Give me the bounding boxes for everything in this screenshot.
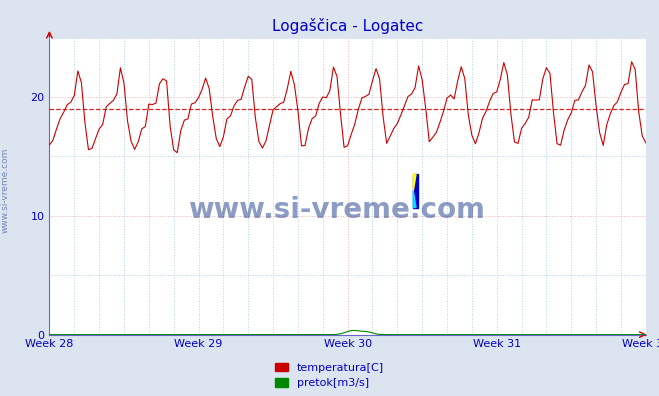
Bar bbox=[413, 174, 418, 208]
Text: www.si-vreme.com: www.si-vreme.com bbox=[188, 196, 486, 224]
Title: Logaščica - Logatec: Logaščica - Logatec bbox=[272, 18, 423, 34]
Polygon shape bbox=[413, 191, 416, 208]
Text: www.si-vreme.com: www.si-vreme.com bbox=[1, 147, 10, 233]
Legend: temperatura[C], pretok[m3/s]: temperatura[C], pretok[m3/s] bbox=[275, 363, 384, 388]
Polygon shape bbox=[413, 174, 416, 191]
